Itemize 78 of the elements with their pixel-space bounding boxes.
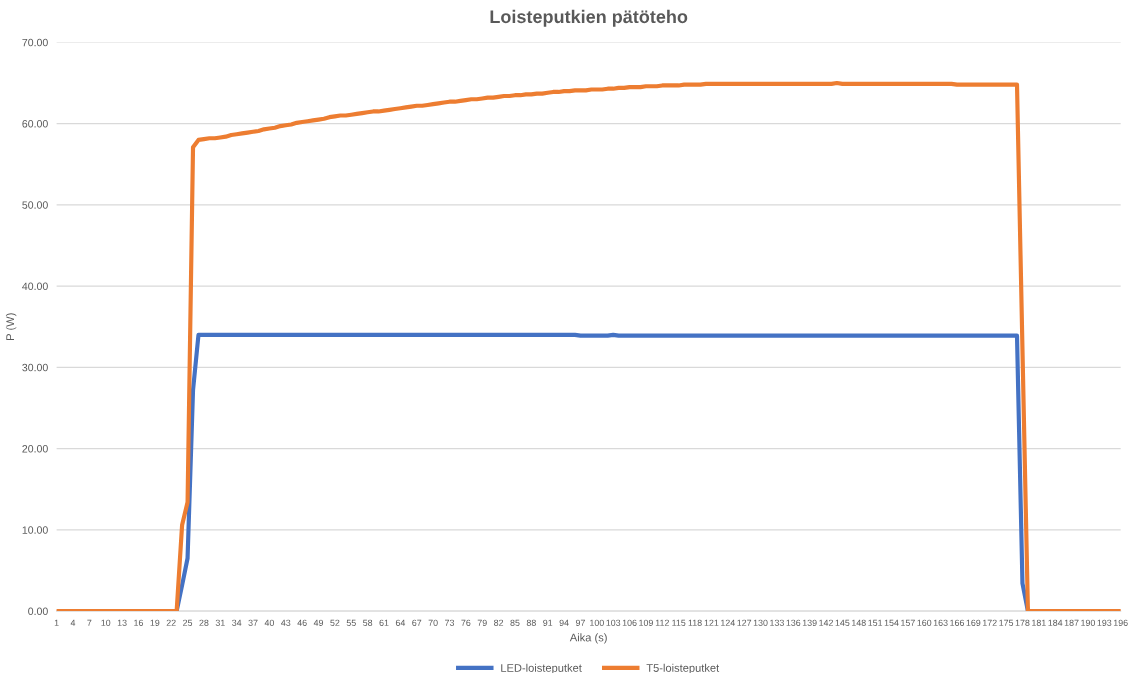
x-tick-label: 130 xyxy=(753,619,768,626)
x-tick-label: 22 xyxy=(166,619,176,626)
x-tick-label: 136 xyxy=(786,619,801,626)
x-tick-label: 103 xyxy=(606,619,621,626)
y-tick-label: 0.00 xyxy=(28,607,48,616)
x-tick-label: 61 xyxy=(379,619,389,626)
x-tick-label: 28 xyxy=(199,619,209,626)
x-tick-label: 10 xyxy=(101,619,111,626)
x-tick-label: 82 xyxy=(494,619,504,626)
x-tick-label: 196 xyxy=(1113,619,1128,626)
x-tick-label: 121 xyxy=(704,619,719,626)
y-tick-label: 30.00 xyxy=(22,363,48,372)
x-tick-label: 19 xyxy=(150,619,160,626)
line-series xyxy=(56,80,1121,612)
x-tick-label: 118 xyxy=(688,619,702,626)
x-tick-label: 40 xyxy=(264,619,275,626)
x-tick-label: 154 xyxy=(884,619,899,626)
x-tick-label: 76 xyxy=(461,619,471,626)
x-tick-label: 91 xyxy=(543,619,553,626)
x-tick-label: 64 xyxy=(395,619,406,626)
x-tick-label: 157 xyxy=(901,619,915,626)
chart-title: Loisteputkien pätöteho xyxy=(490,9,688,27)
x-tick-label: 1 xyxy=(54,619,59,626)
x-axis-title: Aika (s) xyxy=(569,633,607,644)
x-tick-label: 193 xyxy=(1097,619,1112,626)
x-tick-label: 169 xyxy=(966,619,981,626)
x-tick-label: 172 xyxy=(982,619,997,626)
y-tick-label: 40.00 xyxy=(22,282,48,291)
x-tick-label: 133 xyxy=(770,619,784,626)
x-tick-label: 31 xyxy=(215,619,225,626)
y-tick-label: 10.00 xyxy=(22,526,48,534)
x-tick-label: 100 xyxy=(590,619,604,626)
x-tick-label: 127 xyxy=(737,619,752,626)
x-tick-label: 187 xyxy=(1064,619,1079,626)
x-tick-label: 43 xyxy=(281,619,291,626)
x-tick-label: 70 xyxy=(428,619,438,626)
x-tick-label: 151 xyxy=(868,619,883,626)
x-tick-label: 79 xyxy=(477,619,487,626)
x-tick-label: 163 xyxy=(933,619,948,626)
x-tick-label: 112 xyxy=(655,619,669,626)
x-tick-label: 181 xyxy=(1032,619,1046,626)
x-tick-label: 124 xyxy=(721,619,735,626)
x-tick-label: 37 xyxy=(248,619,258,626)
x-tick-label: 178 xyxy=(1015,619,1030,626)
x-tick-label: 16 xyxy=(134,619,144,626)
y-tick-label: 50.00 xyxy=(22,201,48,209)
x-tick-label: 34 xyxy=(232,619,242,626)
y-tick-label: 60.00 xyxy=(22,120,48,128)
x-tick-label: 58 xyxy=(363,619,373,626)
x-tick-label: 13 xyxy=(117,619,127,626)
x-tick-label: 94 xyxy=(559,619,569,626)
x-tick-label: 160 xyxy=(917,619,932,626)
x-tick-label: 25 xyxy=(183,619,193,626)
x-tick-label: 85 xyxy=(510,619,520,626)
x-tick-label: 115 xyxy=(672,619,686,626)
x-tick-label: 148 xyxy=(852,619,866,626)
y-axis-title: P (W) xyxy=(5,313,17,340)
x-tick-label: 166 xyxy=(950,619,964,626)
x-tick-label: 142 xyxy=(819,619,833,626)
x-tick-label: 175 xyxy=(999,619,1014,626)
x-tick-label: 52 xyxy=(330,619,340,626)
x-tick-label: 145 xyxy=(835,619,850,626)
x-tick-label: 73 xyxy=(445,619,455,626)
y-tick-label: 20.00 xyxy=(22,445,48,453)
x-tick-label: 190 xyxy=(1081,619,1096,626)
x-tick-label: 184 xyxy=(1048,619,1063,626)
x-tick-label: 4 xyxy=(70,619,76,626)
x-tick-label: 49 xyxy=(313,619,324,626)
x-tick-label: 139 xyxy=(802,619,817,626)
x-tick-label: 46 xyxy=(297,619,307,626)
x-tick-label: 109 xyxy=(639,619,653,626)
x-tick-label: 97 xyxy=(575,619,585,626)
x-tick-label: 55 xyxy=(346,619,356,626)
x-tick-label: 88 xyxy=(526,619,536,626)
x-tick-label: 7 xyxy=(87,619,92,626)
y-tick-label: 70.00 xyxy=(22,38,48,47)
x-tick-label: 67 xyxy=(412,619,422,626)
x-tick-label: 106 xyxy=(622,619,637,626)
